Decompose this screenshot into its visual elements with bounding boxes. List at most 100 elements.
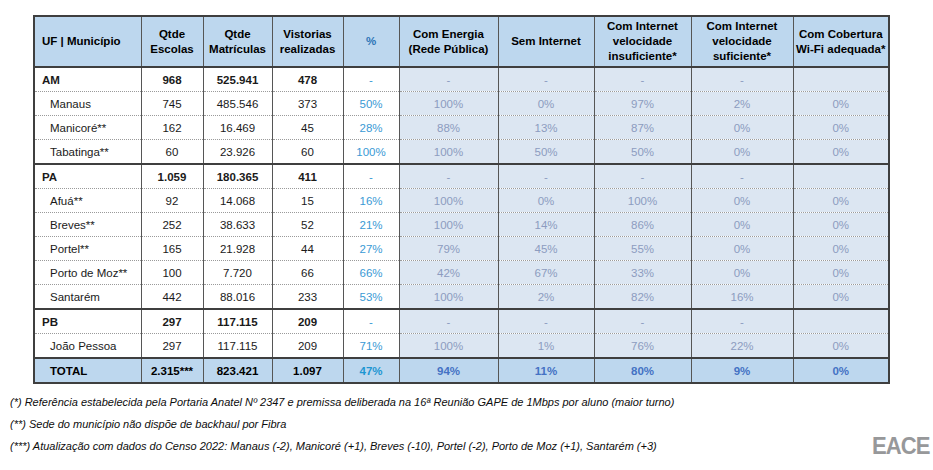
cell-com-energia: 100% — [399, 213, 498, 237]
cell-internet-insuficiente: 80% — [594, 358, 691, 383]
footnote-backhaul-fibra: (**) Sede do município não dispõe de bac… — [10, 418, 674, 430]
cell-pct: 21% — [343, 213, 399, 237]
cell-pct: - — [343, 67, 399, 92]
cell-uf-municipio: Santarém — [34, 285, 141, 310]
cell-vistorias: 1.097 — [272, 358, 343, 383]
footnote-censo-2022: (***) Atualização com dados do Censo 202… — [10, 440, 674, 452]
table-row-manicore: Manicoré** 162 16.469 45 28% 88% 13% 87%… — [34, 116, 889, 140]
cell-pct: 47% — [343, 358, 399, 383]
cell-qtde-escolas: 92 — [141, 189, 203, 213]
cell-pct: - — [343, 164, 399, 189]
cell-internet-suficiente: - — [691, 309, 793, 334]
cell-qtde-escolas: 60 — [141, 140, 203, 165]
cell-vistorias: 66 — [272, 261, 343, 285]
cell-wifi: 0% — [793, 285, 889, 310]
cell-uf-municipio: Manicoré** — [34, 116, 141, 140]
cell-com-energia: 100% — [399, 92, 498, 116]
cell-uf-municipio: João Pessoa — [34, 334, 141, 359]
cell-qtde-escolas: 100 — [141, 261, 203, 285]
table-row-joao-pessoa: João Pessoa 297 117.115 209 71% 100% 1% … — [34, 334, 889, 359]
cell-uf-municipio: PA — [34, 164, 141, 189]
cell-internet-suficiente: 0% — [691, 140, 793, 165]
table-row-santarem: Santarém 442 88.016 233 53% 100% 2% 82% … — [34, 285, 889, 310]
cell-sem-internet: 50% — [498, 140, 594, 165]
cell-internet-insuficiente: 82% — [594, 285, 691, 310]
cell-internet-suficiente: 0% — [691, 261, 793, 285]
cell-com-energia: 88% — [399, 116, 498, 140]
cell-uf-municipio: Manaus — [34, 92, 141, 116]
cell-pct: 27% — [343, 237, 399, 261]
cell-qtde-matriculas: 117.115 — [203, 334, 272, 359]
cell-com-energia: 94% — [399, 358, 498, 383]
cell-uf-municipio: PB — [34, 309, 141, 334]
cell-uf-municipio: Portel** — [34, 237, 141, 261]
cell-com-energia: 100% — [399, 189, 498, 213]
cell-qtde-matriculas: 23.926 — [203, 140, 272, 165]
cell-qtde-escolas: 162 — [141, 116, 203, 140]
cell-qtde-escolas: 442 — [141, 285, 203, 310]
cell-vistorias: 15 — [272, 189, 343, 213]
cell-com-energia: 100% — [399, 285, 498, 310]
cell-uf-municipio: Breves** — [34, 213, 141, 237]
cell-qtde-escolas: 165 — [141, 237, 203, 261]
cell-sem-internet: 0% — [498, 189, 594, 213]
cell-uf-municipio: AM — [34, 67, 141, 92]
cell-internet-insuficiente: 55% — [594, 237, 691, 261]
table-row-manaus: Manaus 745 485.546 373 50% 100% 0% 97% 2… — [34, 92, 889, 116]
cell-uf-municipio: Afuá** — [34, 189, 141, 213]
table-row-porto-de-moz: Porto de Moz** 100 7.720 66 66% 42% 67% … — [34, 261, 889, 285]
table-row-total: TOTAL 2.315*** 823.421 1.097 47% 94% 11%… — [34, 358, 889, 383]
col-header-uf-municipio: UF | Município — [34, 16, 141, 67]
school-connectivity-table: UF | Município Qtde Escolas Qtde Matrícu… — [33, 15, 890, 384]
cell-wifi: 0% — [793, 140, 889, 165]
cell-pct: 50% — [343, 92, 399, 116]
cell-qtde-matriculas: 180.365 — [203, 164, 272, 189]
cell-com-energia: - — [399, 164, 498, 189]
cell-uf-municipio: Tabatinga** — [34, 140, 141, 165]
cell-sem-internet: 2% — [498, 285, 594, 310]
cell-sem-internet: 67% — [498, 261, 594, 285]
cell-wifi: 0% — [793, 261, 889, 285]
cell-qtde-matriculas: 485.546 — [203, 92, 272, 116]
table-row-pa: PA 1.059 180.365 411 - - - - - — [34, 164, 889, 189]
cell-internet-insuficiente: 87% — [594, 116, 691, 140]
cell-pct: 66% — [343, 261, 399, 285]
cell-vistorias: 60 — [272, 140, 343, 165]
cell-sem-internet: - — [498, 67, 594, 92]
col-header-sem-internet: Sem Internet — [498, 16, 594, 67]
cell-vistorias: 52 — [272, 213, 343, 237]
table-body: AM 968 525.941 478 - - - - - Manaus 745 … — [34, 67, 889, 383]
cell-vistorias: 478 — [272, 67, 343, 92]
cell-vistorias: 373 — [272, 92, 343, 116]
cell-vistorias: 45 — [272, 116, 343, 140]
eace-logo: EACE — [872, 432, 930, 460]
cell-internet-suficiente: 0% — [691, 116, 793, 140]
cell-qtde-matriculas: 7.720 — [203, 261, 272, 285]
cell-internet-insuficiente: 50% — [594, 140, 691, 165]
cell-qtde-escolas: 297 — [141, 309, 203, 334]
col-header-wifi: Com Cobertura Wi-Fi adequada* — [793, 16, 889, 67]
cell-qtde-matriculas: 88.016 — [203, 285, 272, 310]
cell-sem-internet: - — [498, 309, 594, 334]
cell-com-energia: 100% — [399, 334, 498, 359]
school-connectivity-table-wrap: UF | Município Qtde Escolas Qtde Matrícu… — [33, 15, 890, 384]
cell-wifi: 0% — [793, 189, 889, 213]
table-row-tabatinga: Tabatinga** 60 23.926 60 100% 100% 50% 5… — [34, 140, 889, 165]
cell-internet-insuficiente: 86% — [594, 213, 691, 237]
col-header-pct: % — [343, 16, 399, 67]
footnotes: (*) Referência estabelecida pela Portari… — [10, 396, 674, 462]
cell-wifi — [793, 309, 889, 334]
cell-internet-suficiente: 22% — [691, 334, 793, 359]
cell-internet-suficiente: 2% — [691, 92, 793, 116]
footnote-anatel-reference: (*) Referência estabelecida pela Portari… — [10, 396, 674, 408]
cell-pct: 71% — [343, 334, 399, 359]
cell-uf-municipio: Porto de Moz** — [34, 261, 141, 285]
cell-qtde-matriculas: 525.941 — [203, 67, 272, 92]
cell-wifi — [793, 164, 889, 189]
col-header-internet-insuficiente: Com Internet velocidade insuficiente* — [594, 16, 691, 67]
cell-wifi — [793, 67, 889, 92]
cell-com-energia: - — [399, 67, 498, 92]
cell-qtde-escolas: 745 — [141, 92, 203, 116]
cell-com-energia: - — [399, 309, 498, 334]
cell-pct: - — [343, 309, 399, 334]
